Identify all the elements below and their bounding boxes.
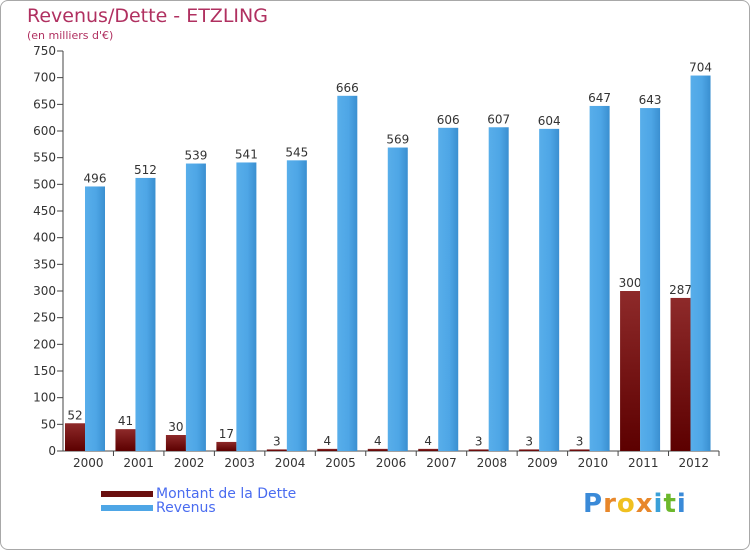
legend-label-dette: Montant de la Dette (156, 486, 297, 502)
logo-letter: i (653, 489, 664, 519)
bar-revenus (286, 160, 307, 452)
bar-revenus (690, 75, 711, 452)
bar-revenus (387, 147, 408, 452)
x-tick-label: 2007 (426, 456, 457, 470)
logo-letter: t (663, 489, 677, 519)
bar-revenus (337, 95, 358, 452)
bar-revenus (85, 186, 105, 451)
bar-dette (620, 291, 641, 451)
bar-revenus (488, 127, 509, 452)
legend-label-revenus: Revenus (156, 500, 216, 516)
bar-dette (468, 449, 489, 451)
data-label-dette: 3 (576, 434, 584, 448)
bar-revenus (539, 128, 560, 451)
x-tick-label: 2011 (628, 456, 659, 470)
x-tick-label: 2012 (678, 456, 709, 470)
y-tick-label: 450 (33, 204, 56, 218)
data-label-revenus: 512 (134, 163, 157, 177)
data-label-revenus: 606 (437, 113, 460, 127)
chart-title: Revenus/Dette - ETZLING (27, 5, 268, 27)
data-label-dette: 17 (219, 427, 234, 441)
x-tick-label: 2009 (527, 456, 558, 470)
y-tick-label: 300 (33, 284, 56, 298)
data-label-revenus: 666 (336, 81, 359, 95)
data-label-dette: 30 (168, 420, 183, 434)
data-label-dette: 3 (525, 434, 533, 448)
x-tick-label: 2008 (477, 456, 508, 470)
bar-dette (670, 297, 691, 451)
logo-letter: o (616, 489, 636, 519)
data-label-dette: 300 (619, 276, 642, 290)
y-tick-label: 350 (33, 257, 56, 271)
logo-letter: x (635, 489, 654, 519)
bar-revenus (135, 177, 156, 451)
bar-revenus (185, 163, 206, 452)
logo-letter: i (676, 489, 687, 519)
y-tick-label: 700 (33, 71, 56, 85)
x-tick-label: 2006 (376, 456, 407, 470)
data-label-revenus: 604 (538, 114, 561, 128)
y-tick-label: 750 (33, 44, 56, 58)
y-tick-label: 200 (33, 337, 56, 351)
data-label-revenus: 539 (184, 149, 207, 163)
chart-subtitle: (en milliers d'€) (27, 29, 114, 42)
y-tick-label: 0 (48, 444, 56, 458)
data-label-dette: 4 (374, 434, 382, 448)
bar-revenus (236, 162, 257, 451)
y-tick-label: 250 (33, 311, 56, 325)
x-tick-label: 2000 (73, 456, 104, 470)
data-label-dette: 287 (669, 283, 692, 297)
data-label-revenus: 496 (84, 171, 107, 185)
legend-swatch-dette (101, 491, 153, 497)
data-label-dette: 41 (118, 414, 133, 428)
bar-revenus (640, 108, 661, 452)
bar-dette (317, 448, 338, 451)
data-label-dette: 3 (475, 434, 483, 448)
data-label-revenus: 643 (639, 93, 662, 107)
data-label-revenus: 607 (487, 112, 510, 126)
x-tick-label: 2002 (174, 456, 205, 470)
logo-letter: r (603, 489, 617, 519)
bar-dette (367, 448, 388, 451)
x-tick-label: 2010 (578, 456, 609, 470)
bar-dette (115, 429, 136, 451)
bar-revenus (438, 127, 459, 452)
data-label-revenus: 545 (285, 145, 308, 159)
bar-dette (569, 449, 590, 451)
data-label-dette: 52 (67, 408, 82, 422)
data-label-revenus: 647 (588, 91, 611, 105)
data-label-revenus: 569 (386, 133, 409, 147)
y-tick-label: 650 (33, 97, 56, 111)
y-tick-label: 50 (41, 417, 56, 431)
y-tick-label: 400 (33, 231, 56, 245)
y-tick-label: 600 (33, 124, 56, 138)
y-tick-label: 150 (33, 364, 56, 378)
y-tick-label: 500 (33, 177, 56, 191)
logo-letter: P (583, 489, 604, 519)
data-label-dette: 4 (323, 434, 331, 448)
bar-revenus (589, 105, 610, 451)
data-label-revenus: 541 (235, 147, 258, 161)
bar-dette (266, 449, 287, 451)
x-tick-label: 2005 (325, 456, 356, 470)
x-tick-label: 2001 (123, 456, 154, 470)
bar-dette (165, 435, 186, 451)
bar-dette (65, 423, 85, 451)
x-tick-label: 2003 (224, 456, 255, 470)
proxiti-logo: Proxiti (583, 489, 687, 519)
data-label-dette: 4 (424, 434, 432, 448)
bar-dette (216, 441, 237, 451)
data-label-revenus: 704 (689, 61, 712, 75)
x-tick-label: 2004 (275, 456, 306, 470)
bar-dette (519, 449, 540, 451)
legend-swatch-revenus (101, 505, 153, 511)
data-label-dette: 3 (273, 434, 281, 448)
y-tick-label: 550 (33, 151, 56, 165)
bar-dette (418, 448, 439, 451)
y-tick-label: 100 (33, 391, 56, 405)
